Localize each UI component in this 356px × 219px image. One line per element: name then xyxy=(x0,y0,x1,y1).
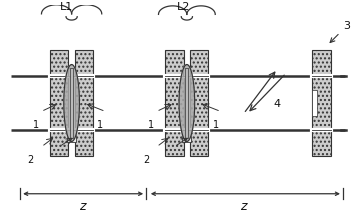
Bar xyxy=(182,130,191,142)
Polygon shape xyxy=(179,65,195,141)
Bar xyxy=(50,50,68,156)
Text: 3: 3 xyxy=(330,21,350,42)
Text: 1: 1 xyxy=(148,120,154,130)
Text: 2: 2 xyxy=(143,155,149,165)
Bar xyxy=(75,50,93,156)
Bar xyxy=(313,90,316,116)
Text: 2: 2 xyxy=(28,155,34,165)
Bar xyxy=(190,50,209,156)
Text: 1: 1 xyxy=(97,120,103,130)
Bar xyxy=(67,130,76,142)
Bar xyxy=(313,50,331,156)
Bar xyxy=(185,68,188,138)
Text: 1: 1 xyxy=(213,120,219,130)
Text: 4: 4 xyxy=(274,99,281,109)
Polygon shape xyxy=(64,65,79,141)
Text: z: z xyxy=(240,200,247,213)
Bar xyxy=(70,68,73,138)
Text: L2: L2 xyxy=(177,2,190,12)
Bar xyxy=(68,68,75,76)
Text: 1: 1 xyxy=(33,120,39,130)
Text: z: z xyxy=(79,200,85,213)
Bar xyxy=(183,68,190,76)
Text: L1: L1 xyxy=(60,2,73,12)
Bar xyxy=(165,50,184,156)
